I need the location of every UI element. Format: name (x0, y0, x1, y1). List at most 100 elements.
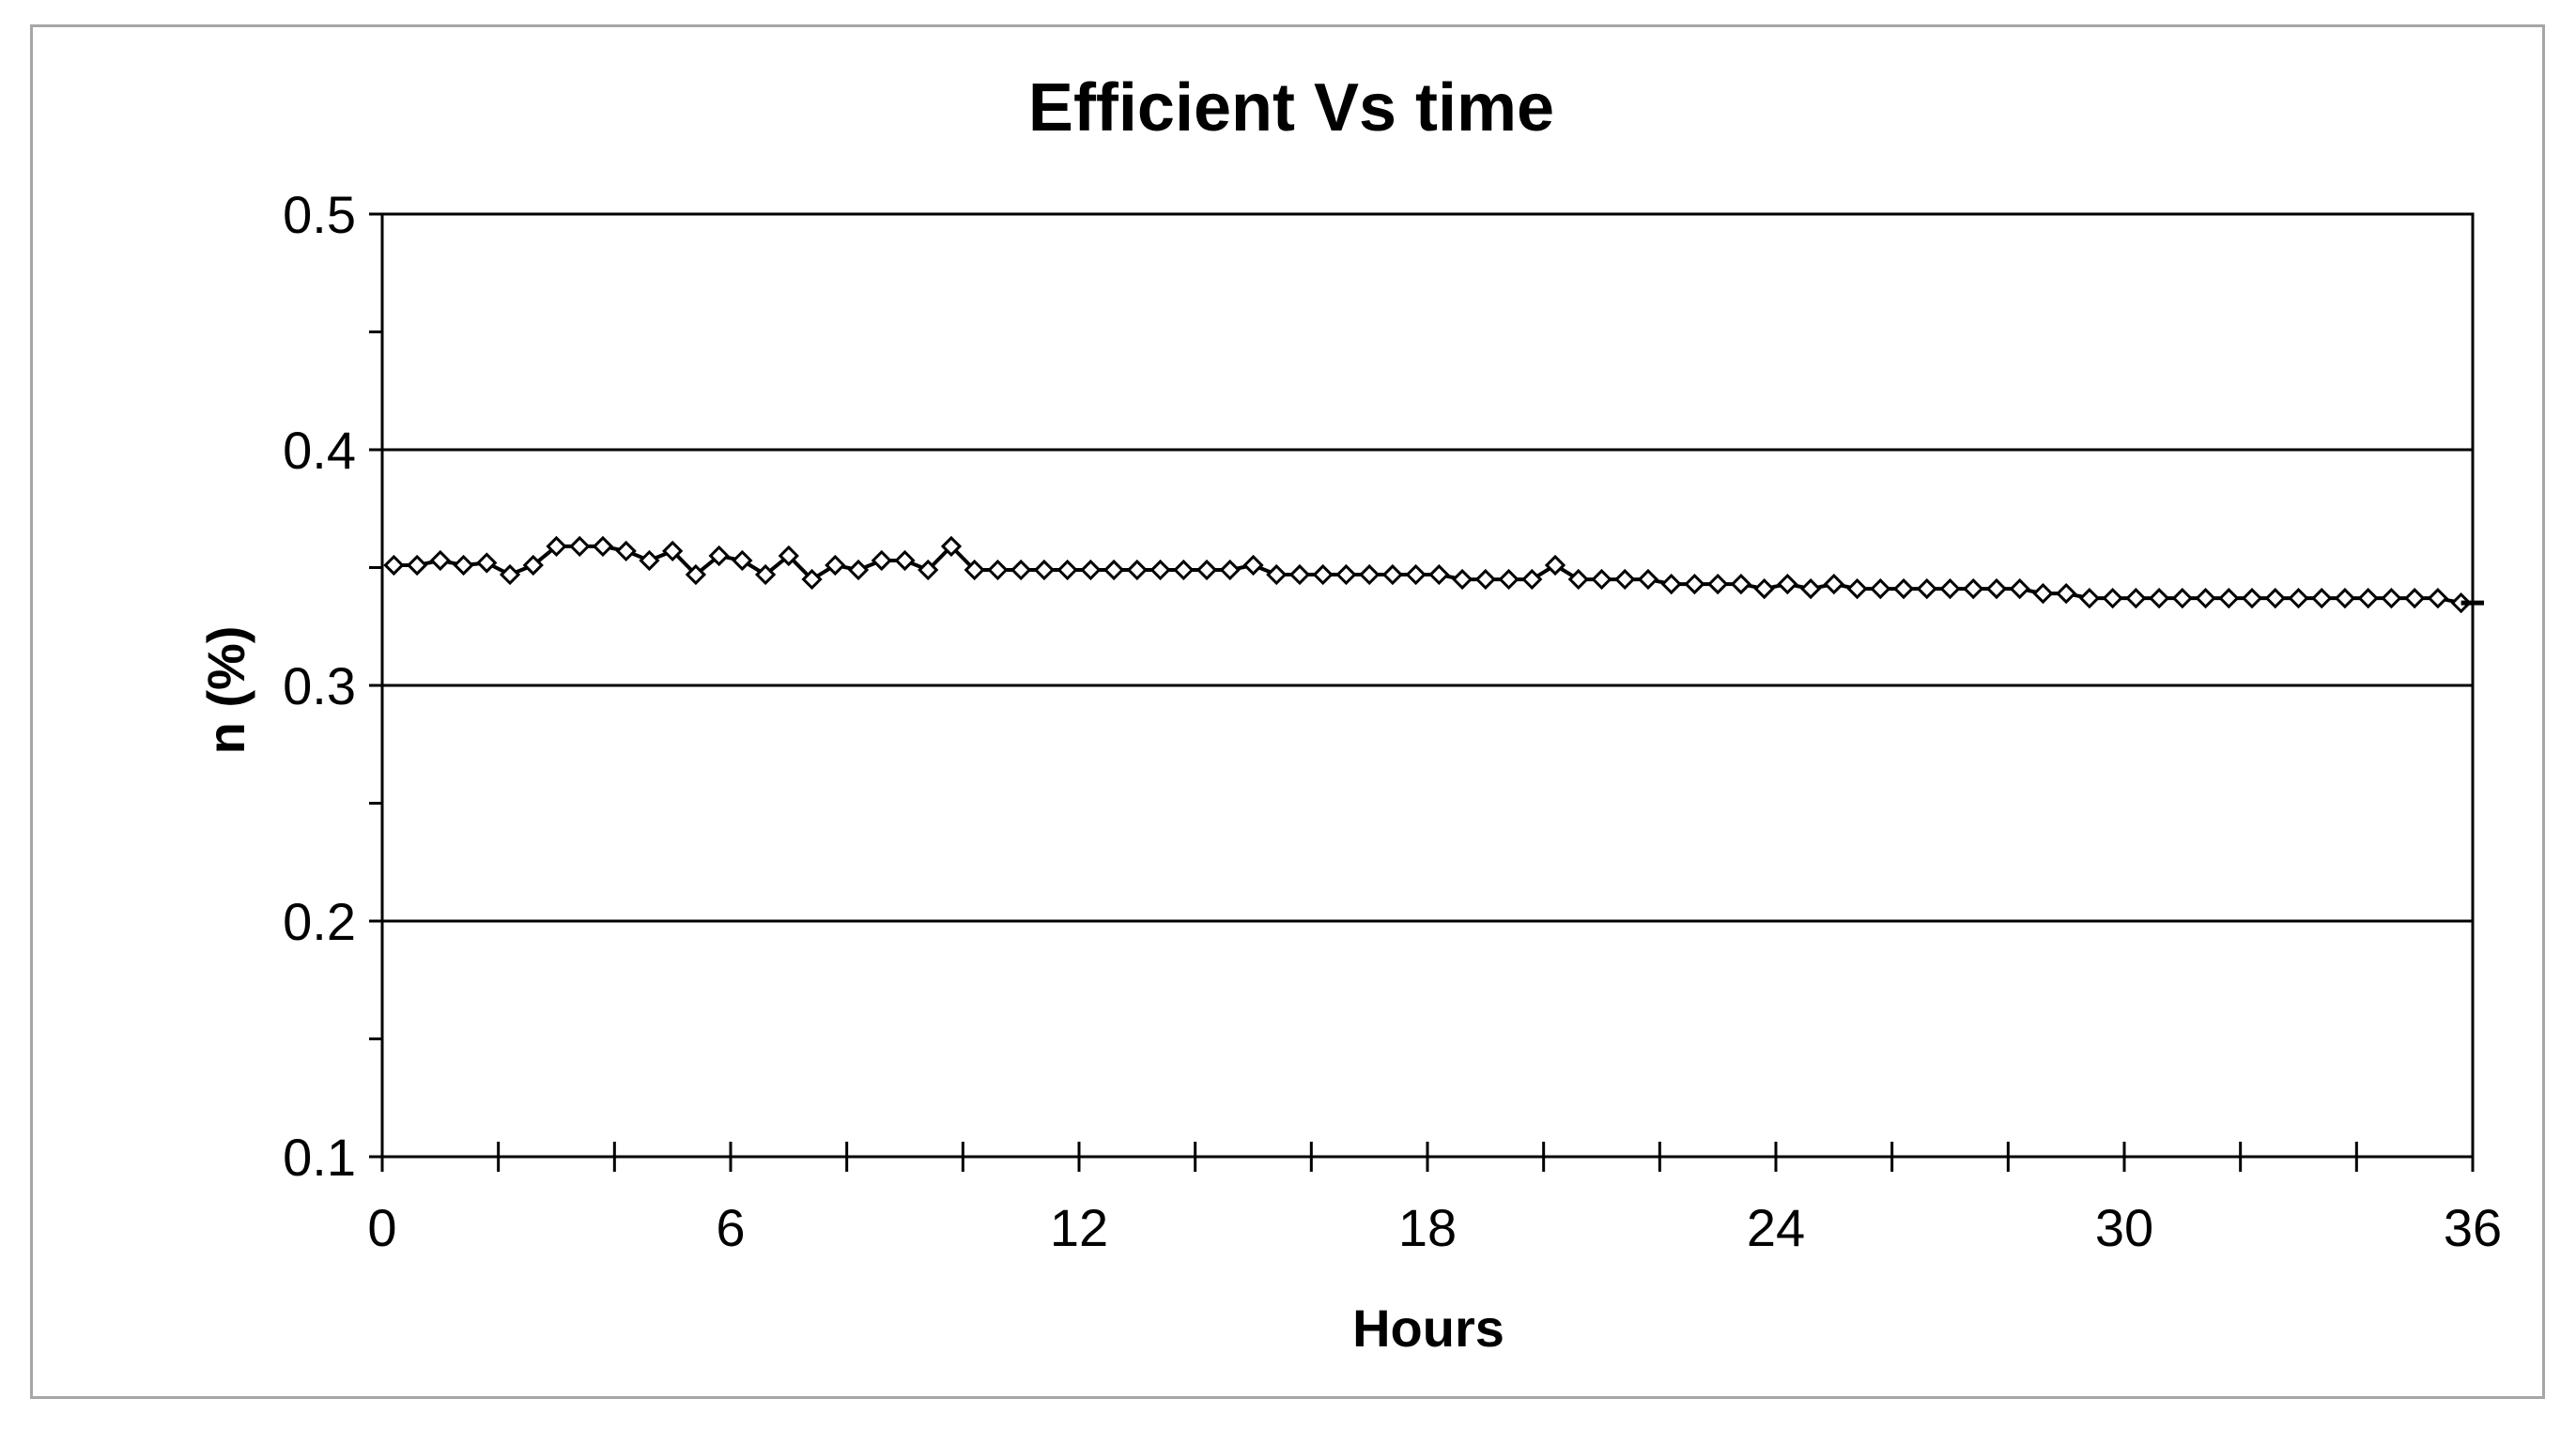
data-point (1730, 573, 1752, 595)
data-point (1521, 568, 1543, 591)
axes: 0.1 0.2 0.3 0.4 0.5 0 6 12 18 24 30 36 (283, 185, 2502, 1257)
data-point (1080, 559, 1102, 581)
x-tick-label: 6 (716, 1198, 745, 1257)
data-point (2218, 588, 2240, 609)
data-point (1219, 559, 1241, 581)
data-point (1359, 563, 1381, 586)
data-point (2195, 588, 2216, 609)
x-tick-label: 24 (1747, 1198, 1805, 1257)
data-point (592, 535, 614, 558)
y-tick-label: 0.5 (283, 185, 356, 244)
data-point (1870, 577, 1891, 600)
data-point (1684, 573, 1705, 595)
data-point (1428, 563, 1450, 586)
data-point (964, 559, 985, 581)
data-point (825, 554, 846, 576)
data-point (1846, 577, 1868, 600)
data-point (1103, 559, 1125, 581)
data-point (1033, 559, 1056, 581)
data-point (1335, 563, 1357, 586)
data-point (615, 540, 637, 562)
data-point (2288, 588, 2309, 609)
data-point (2334, 588, 2356, 609)
data-point (2056, 582, 2077, 605)
data-point (2404, 588, 2426, 609)
data-point (1637, 568, 1659, 591)
data-point (1173, 559, 1195, 581)
data-point (499, 563, 521, 586)
x-tick-label: 30 (2095, 1198, 2153, 1257)
data-point (569, 535, 591, 558)
data-point (429, 549, 451, 572)
data-point (1591, 568, 1612, 591)
data-point (1777, 573, 1798, 595)
data-point (1195, 559, 1218, 581)
data-point (685, 563, 707, 586)
data-point (1544, 554, 1566, 576)
data-point (476, 552, 498, 574)
x-tick-label: 0 (367, 1198, 396, 1257)
data-point (383, 554, 405, 576)
data-point (1381, 563, 1404, 586)
data-point (1451, 568, 1473, 591)
data-point (2427, 588, 2449, 609)
data-point (2009, 577, 2030, 600)
data-point (2171, 588, 2193, 609)
x-tick-label: 12 (1050, 1198, 1108, 1257)
data-point (754, 563, 777, 586)
data-point (1149, 559, 1171, 581)
data-point (1567, 568, 1589, 591)
data-point (2357, 588, 2379, 609)
data-point (1707, 573, 1729, 595)
data-point (2125, 588, 2147, 609)
data-point (2311, 588, 2333, 609)
data-point (546, 535, 567, 558)
data-series (383, 535, 2484, 614)
data-point (1916, 577, 1937, 600)
data-point (1057, 559, 1078, 581)
efficiency-chart: Efficient Vs time 0.1 0.2 0.3 0.4 0.5 0 6 12 18 2… (196, 70, 2502, 1358)
data-point (708, 545, 730, 567)
data-point (1939, 577, 1961, 600)
data-point (1010, 559, 1032, 581)
data-point (2078, 588, 2101, 609)
data-point (1288, 563, 1311, 586)
x-tick-label: 18 (1398, 1198, 1457, 1257)
data-point (778, 545, 799, 567)
data-point (2241, 588, 2263, 609)
data-point (1660, 573, 1682, 595)
data-point (1498, 568, 1519, 591)
data-point (940, 535, 963, 558)
data-point (453, 554, 474, 576)
data-point (847, 559, 870, 581)
y-tick-label: 0.4 (283, 421, 356, 480)
data-point (1799, 577, 1822, 600)
y-tick-label: 0.3 (283, 656, 356, 715)
data-point (1242, 554, 1264, 576)
data-point (1614, 568, 1636, 591)
data-point (732, 549, 753, 572)
data-point (1474, 568, 1496, 591)
chart-title: Efficient Vs time (1028, 70, 1554, 146)
data-point (1892, 577, 1915, 600)
data-point (1753, 577, 1775, 600)
data-point (1963, 577, 1984, 600)
y-axis-label: n (%) (196, 626, 255, 755)
data-point (894, 549, 916, 572)
x-tick-label: 36 (2444, 1198, 2502, 1257)
data-point (522, 554, 544, 576)
data-point (1405, 563, 1427, 586)
data-point (1985, 577, 2008, 600)
y-tick-label: 0.2 (283, 892, 356, 951)
data-point (1126, 559, 1148, 581)
data-point (1266, 563, 1288, 586)
x-axis-label: Hours (1352, 1298, 1504, 1358)
data-point (639, 549, 660, 572)
data-point (2148, 588, 2170, 609)
data-point (662, 540, 684, 562)
data-point (2032, 582, 2054, 605)
data-point (2264, 588, 2286, 609)
data-point (918, 559, 939, 581)
data-point (406, 554, 428, 576)
chart-frame: Efficient Vs time 0.1 0.2 0.3 0.4 0.5 0 6 12 18 2… (30, 24, 2545, 1399)
